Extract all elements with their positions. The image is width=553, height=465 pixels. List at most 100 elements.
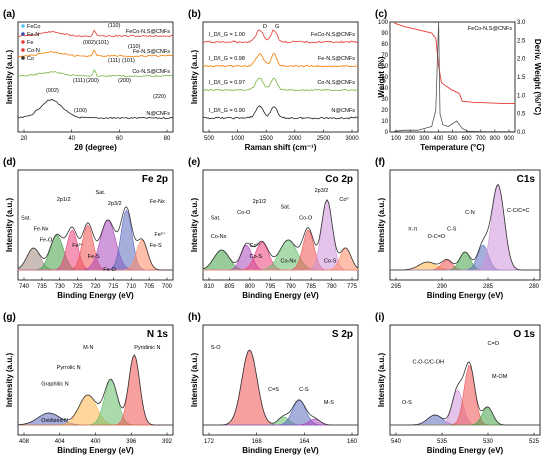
x-tick-label: 700 [476,136,487,142]
peak-label: C=S [268,387,279,393]
peak-label: O-S [402,400,412,406]
x-tick-label: 715 [108,284,119,290]
x-tick-label: 200 [405,136,416,142]
plot-frame [202,324,359,436]
x-tick-label: 160 [347,439,358,445]
legend-marker [21,48,25,52]
x-tick-label: 535 [437,439,448,445]
peak-label: Fe-Nx [150,199,165,205]
x-tick-label: 740 [19,284,30,290]
panel-tag: (g) [3,312,16,323]
series-name: FeCo-N,S@CNFs [126,29,170,35]
peak-annotation: (100) [74,108,87,114]
series-name: FeCo-N,S@CNFs [468,26,512,32]
y2-tick-label: 1.5 [517,75,526,81]
x-tick-label: 710 [126,284,137,290]
y-axis-label: Weight (%) [377,56,386,98]
x-tick-label: 775 [347,284,358,290]
panel-tag: (a) [3,9,15,20]
peak-label: Co-O [237,210,251,216]
fit-peak [390,251,540,271]
peak-annotation: (220) [153,94,166,100]
fit-peak [203,349,358,426]
peak-label: Fe-Nx [34,227,49,233]
y2-tick-label: 0.5 [517,112,526,118]
series-name: Fe-N,S@CNFs [133,49,170,55]
peak-label: Fe-S [150,243,162,249]
x-tick-label: 1500 [260,136,274,142]
peak-label: Co-O [299,216,313,222]
x-tick-label: 780 [327,284,338,290]
panel-tag: (h) [188,312,201,323]
panel-tag: (d) [3,157,16,168]
ratio-label: I_D/I_G = 1.00 [209,32,245,38]
peak-label: Oxidized N [41,418,68,424]
y-axis-label: Intensity (a.u.) [377,353,386,408]
x-axis-label: Binding Energy (eV) [427,291,504,300]
ratio-label: I_D/I_G = 0.90 [209,108,245,114]
peak-label: Pyrrolic N [57,365,81,371]
legend-marker [21,56,25,60]
peak-annotation: (101) [122,58,135,64]
y-tick-label: 100 [378,20,389,26]
panel-tag: (f) [375,157,385,168]
x-tick-label: 172 [204,439,215,445]
y-tick-label: 80 [381,42,388,48]
peak-label: Pyridinic N [134,345,160,351]
peak-annotation: (002) [46,88,59,94]
ratio-label: I_D/I_G = 0.98 [209,56,245,62]
y-tick-label: 30 [381,97,388,103]
x-tick-label: 80 [164,136,171,142]
peak-label: Co-S [324,258,337,264]
legend-label: FeCo [27,24,40,30]
plot-frame [389,21,516,133]
y-tick-label: 60 [381,64,388,70]
y-axis-label: Intensity (a.u.) [190,198,199,253]
peak-label: M-N [83,345,93,351]
peak-annotation: (200) [118,78,131,84]
plot-frame [389,169,541,281]
series-line [202,52,359,68]
x-tick-label: 400 [433,136,444,142]
panel-title: O 1s [513,329,535,340]
x-axis-label: Binding Energy (eV) [242,446,319,455]
x-tick-label: 785 [306,284,317,290]
series-line [17,29,174,38]
fit-peak [390,365,540,426]
fit-envelope [17,206,173,271]
series-name: FeCo-N,S@CNFs [311,32,355,38]
peak-annotation: (200) [86,78,99,84]
panel-tag: (e) [188,157,200,168]
y-tick-label: 70 [381,53,388,59]
x-tick-label: 2500 [317,136,331,142]
peak-label: M-OM [492,374,508,380]
y-tick-label: 90 [381,31,388,37]
x-tick-label: 164 [299,439,310,445]
x-tick-label: 396 [126,439,137,445]
legend-label: Co [27,56,34,62]
legend-label: Fe [27,40,33,46]
panel-title: Fe 2p [142,174,168,185]
x-tick-label: 725 [73,284,84,290]
peak-label: C-S [299,387,309,393]
panel-title: S 2p [332,329,353,340]
panel-tag: (b) [188,9,201,20]
y2-tick-label: 0.0 [517,130,526,136]
peak-label: C-C/C=C [507,208,529,214]
x-tick-label: 300 [419,136,430,142]
fit-peak [203,247,359,271]
plot-frame [389,324,541,436]
peak-label: Fe²⁺ [154,231,165,238]
peak-label: Fe³⁺ [72,242,83,249]
x-tick-label: 800 [245,284,256,290]
y-tick-label: 0 [385,130,389,136]
x-axis-label: Binding Energy (eV) [242,291,319,300]
x-tick-label: 285 [483,284,494,290]
peak-label: G [275,24,279,30]
peak-label: C-S [447,227,457,233]
x-tick-label: 735 [37,284,48,290]
legend-marker [21,24,25,28]
series-line [202,105,359,120]
y2-axis-label: Deriv. Weight (%/°C) [533,39,542,116]
peak-label: Co-Nx [281,258,297,264]
